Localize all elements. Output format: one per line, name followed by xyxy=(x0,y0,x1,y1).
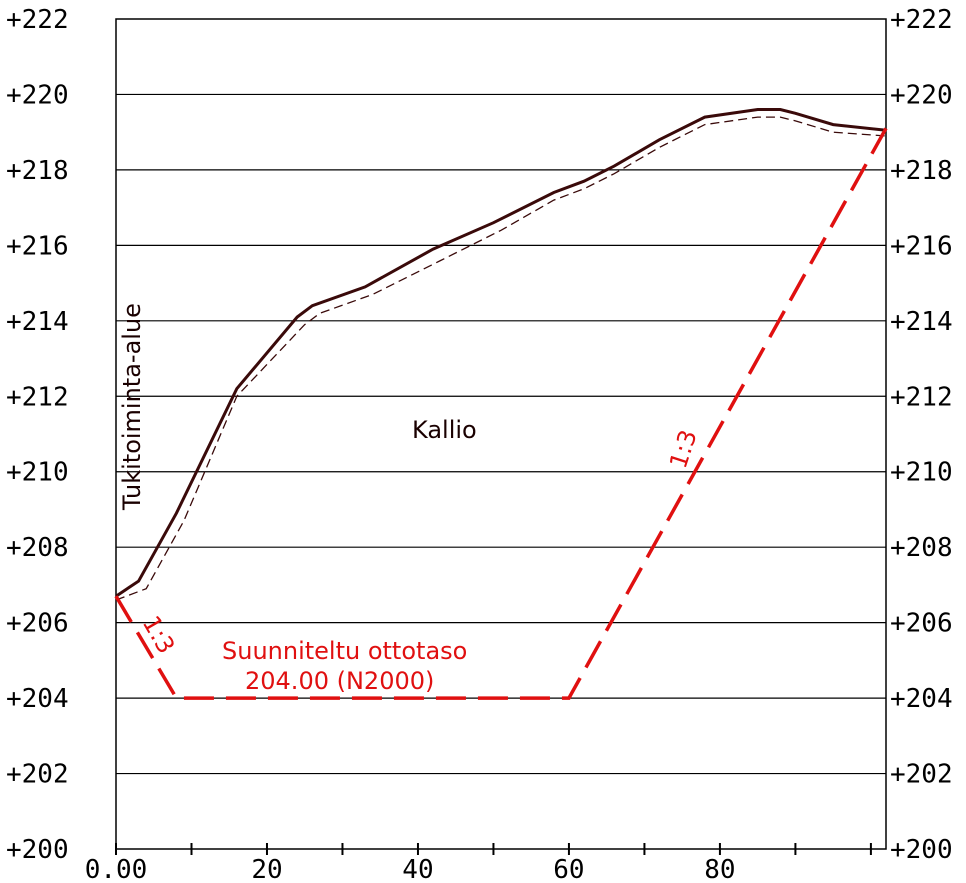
elevation-label-left: +212 xyxy=(6,382,69,412)
elevation-label-left: +218 xyxy=(6,156,69,186)
distance-label: 80 xyxy=(704,855,735,883)
elevation-label-right: +216 xyxy=(890,231,953,261)
elevation-label-left: +216 xyxy=(6,231,69,261)
rock-label: Kallio xyxy=(412,416,477,444)
elevation-label-right: +200 xyxy=(890,835,953,865)
elevation-label-right: +218 xyxy=(890,156,953,186)
elevation-label-left: +200 xyxy=(6,835,69,865)
elevation-label-left: +206 xyxy=(6,609,69,639)
elevation-label-right: +212 xyxy=(890,382,953,412)
distance-label: 0.00 xyxy=(85,855,148,883)
distance-label: 60 xyxy=(553,855,584,883)
distance-label: 40 xyxy=(402,855,433,883)
elevation-label-right: +214 xyxy=(890,307,953,337)
x-axis-ticks xyxy=(115,843,872,855)
elevation-label-left: +202 xyxy=(6,760,69,790)
plan-level-label: Suunniteltu ottotaso xyxy=(222,637,467,665)
elevation-label-left: +214 xyxy=(6,307,69,337)
elevation-label-left: +204 xyxy=(6,684,69,714)
grid-lines xyxy=(116,93,886,775)
distance-labels: 0.00 20 40 60 80 xyxy=(85,855,736,883)
elevation-label-left: +222 xyxy=(6,5,69,35)
profile-lines xyxy=(114,108,888,700)
elevation-label-right: +220 xyxy=(890,80,953,110)
slope-label-left: 1:3 xyxy=(137,611,181,658)
plot-frame xyxy=(115,18,887,850)
support-area-label: Tukitoiminta-alue xyxy=(118,303,146,511)
elevation-label-left: +210 xyxy=(6,458,69,488)
plan-level-value: 204.00 (N2000) xyxy=(245,667,434,695)
elevation-label-left: +220 xyxy=(6,80,69,110)
rock-surface-line xyxy=(115,116,887,601)
distance-label: 20 xyxy=(251,855,282,883)
elevation-label-right: +222 xyxy=(890,5,953,35)
elevation-label-left: +208 xyxy=(6,533,69,563)
elevation-label-right: +204 xyxy=(890,684,953,714)
ground-surface-line xyxy=(115,108,887,598)
planned-excavation-line xyxy=(114,127,888,700)
elevation-label-right: +202 xyxy=(890,760,953,790)
elevation-label-right: +208 xyxy=(890,533,953,563)
elevation-labels: +200 +200 +202 +202 +204 +204 +206 +206 +208 +208… xyxy=(6,5,953,865)
elevation-label-right: +210 xyxy=(890,458,953,488)
elevation-label-right: +206 xyxy=(890,609,953,639)
